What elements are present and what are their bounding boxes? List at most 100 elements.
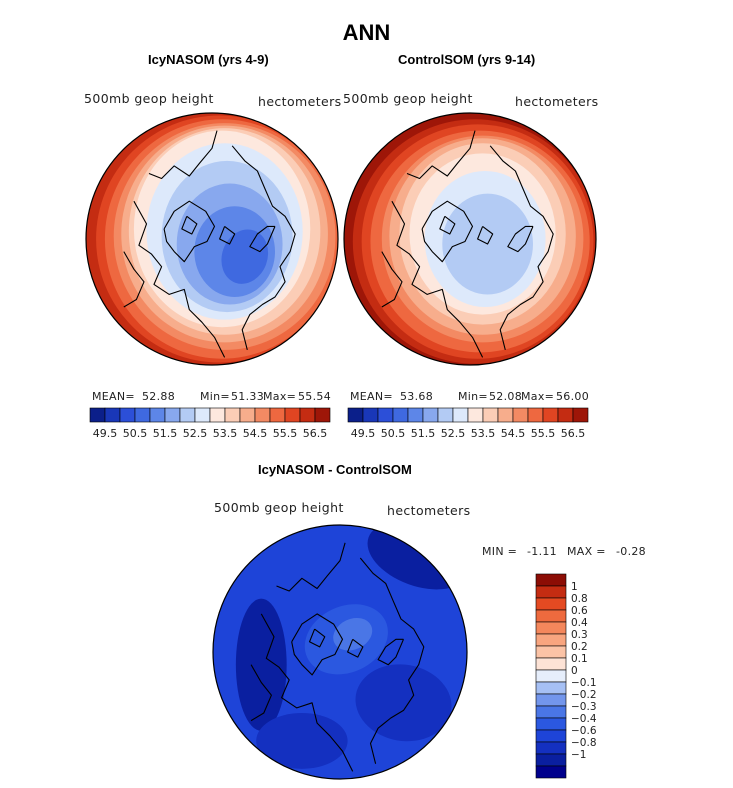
colorbar-swatch-15 xyxy=(572,407,589,423)
diff-colorbar-swatch-6 xyxy=(535,645,567,659)
panel1-min-value: 51.33 xyxy=(231,390,264,403)
coastline-7 xyxy=(381,251,403,308)
colorbar-tick-label: 55.5 xyxy=(273,427,298,440)
colorbar-swatch-15 xyxy=(314,407,331,423)
figure-title: ANN xyxy=(342,20,391,45)
colorbar-swatch-14 xyxy=(299,407,316,423)
coastline-2 xyxy=(148,130,218,180)
colorbar-tick-label: 51.5 xyxy=(153,427,178,440)
coastline-7 xyxy=(250,664,272,722)
contour-blob-5 xyxy=(256,712,348,769)
panel2-min-label: Min= xyxy=(458,390,488,403)
panel3-colorbar: 10.80.60.40.30.20.10−0.1−0.2−0.3−0.4−0.6… xyxy=(535,573,597,779)
panel2-max-label: Max= xyxy=(521,390,555,403)
colorbar-tick-label: 56.5 xyxy=(561,427,586,440)
panel3-max-label: MAX = xyxy=(567,545,606,558)
diff-colorbar-swatch-11 xyxy=(535,705,567,719)
diff-colorbar-swatch-2 xyxy=(535,597,567,611)
diff-colorbar-tick-label: −0.1 xyxy=(571,677,597,689)
contour-blob-3 xyxy=(333,617,373,651)
coastline-2 xyxy=(276,542,346,592)
colorbar-swatch-3 xyxy=(134,407,151,423)
diff-colorbar-swatch-1 xyxy=(535,585,567,599)
panel2-variable: 500mb geop height xyxy=(343,91,473,106)
coastline-5 xyxy=(219,225,236,245)
diff-colorbar-tick-label: 0.1 xyxy=(571,653,588,665)
coastline-6 xyxy=(181,215,198,235)
panel1-units: hectometers xyxy=(258,94,342,109)
colorbar-tick-label: 55.5 xyxy=(531,427,556,440)
diff-colorbar-tick-label: 0.4 xyxy=(571,617,588,629)
panel1-variable: 500mb geop height xyxy=(84,91,214,106)
panel3-max-value: -0.28 xyxy=(616,545,646,558)
coastline-3 xyxy=(231,145,296,351)
diff-colorbar-swatch-7 xyxy=(535,657,567,671)
diff-colorbar-tick-label: −1 xyxy=(571,749,586,761)
diff-colorbar-tick-label: −0.4 xyxy=(571,713,597,725)
colorbar-swatch-12 xyxy=(269,407,286,423)
panel3-variable: 500mb geop height xyxy=(214,500,344,515)
colorbar-swatch-10 xyxy=(497,407,514,423)
colorbar-swatch-13 xyxy=(284,407,301,423)
panel3-units: hectometers xyxy=(387,503,471,518)
colorbar-swatch-10 xyxy=(239,407,256,423)
colorbar-tick-label: 53.5 xyxy=(213,427,238,440)
colorbar-tick-label: 54.5 xyxy=(501,427,526,440)
coastline-4 xyxy=(249,225,276,253)
panel1-min-label: Min= xyxy=(200,390,230,403)
coastline-3 xyxy=(359,557,425,764)
colorbar-swatch-12 xyxy=(527,407,544,423)
colorbar-tick-label: 49.5 xyxy=(93,427,118,440)
colorbar-swatch-11 xyxy=(512,407,529,423)
diff-colorbar-tick-label: −0.3 xyxy=(571,701,597,713)
diff-colorbar-swatch-8 xyxy=(535,669,567,683)
panel2-title: ControlSOM (yrs 9-14) xyxy=(398,52,536,67)
panel1-mean-value: 52.88 xyxy=(142,390,175,403)
coastline-7 xyxy=(123,251,145,308)
diff-colorbar-swatch-15 xyxy=(535,753,567,767)
panel2-min-value: 52.08 xyxy=(489,390,522,403)
panel1-max-value: 55.54 xyxy=(298,390,331,403)
diff-colorbar-tick-label: −0.8 xyxy=(571,737,597,749)
diff-colorbar-tick-label: 0.2 xyxy=(571,641,588,653)
diff-colorbar-swatch-13 xyxy=(535,729,567,743)
panel2-mean-label: MEAN= xyxy=(350,390,393,403)
colorbar-swatch-2 xyxy=(377,407,394,423)
colorbar-swatch-9 xyxy=(482,407,499,423)
diff-colorbar-swatch-10 xyxy=(535,693,567,707)
colorbar-tick-label: 49.5 xyxy=(351,427,376,440)
contour-blob-4 xyxy=(355,664,452,742)
colorbar-swatch-9 xyxy=(224,407,241,423)
diff-colorbar-tick-label: 0.3 xyxy=(571,629,588,641)
colorbar-swatch-4 xyxy=(149,407,166,423)
colorbar-swatch-8 xyxy=(209,407,226,423)
colorbar-swatch-3 xyxy=(392,407,409,423)
colorbar-swatch-2 xyxy=(119,407,136,423)
colorbar-swatch-8 xyxy=(467,407,484,423)
contour-blob-0 xyxy=(221,229,269,284)
colorbar-tick-label: 53.5 xyxy=(471,427,496,440)
diff-colorbar-swatch-12 xyxy=(535,717,567,731)
map-border xyxy=(85,112,339,366)
diff-colorbar-tick-label: −0.6 xyxy=(571,725,597,737)
coastline-0 xyxy=(291,613,344,676)
colorbar-swatch-5 xyxy=(422,407,439,423)
diff-colorbar-swatch-0 xyxy=(535,573,567,587)
diff-colorbar-swatch-9 xyxy=(535,681,567,695)
colorbar-tick-label: 50.5 xyxy=(381,427,406,440)
colorbar-swatch-14 xyxy=(557,407,574,423)
panel3-map xyxy=(212,524,468,780)
coastline-1 xyxy=(133,200,226,358)
coastline-1 xyxy=(260,613,354,772)
colorbar-swatch-4 xyxy=(407,407,424,423)
diff-colorbar-swatch-3 xyxy=(535,609,567,623)
diff-colorbar-tick-label: 0 xyxy=(571,665,578,677)
coastline-0 xyxy=(421,200,474,263)
colorbar-tick-label: 50.5 xyxy=(123,427,148,440)
coastline-5 xyxy=(477,225,494,245)
colorbar-swatch-5 xyxy=(164,407,181,423)
panel1-colorbar: 49.5 50.5 51.5 52.5 53.5 54.5 55.5 56.5 xyxy=(89,407,331,440)
map-border xyxy=(343,112,597,366)
colorbar-tick-label: 51.5 xyxy=(411,427,436,440)
diff-colorbar-tick-label: 1 xyxy=(571,581,578,593)
